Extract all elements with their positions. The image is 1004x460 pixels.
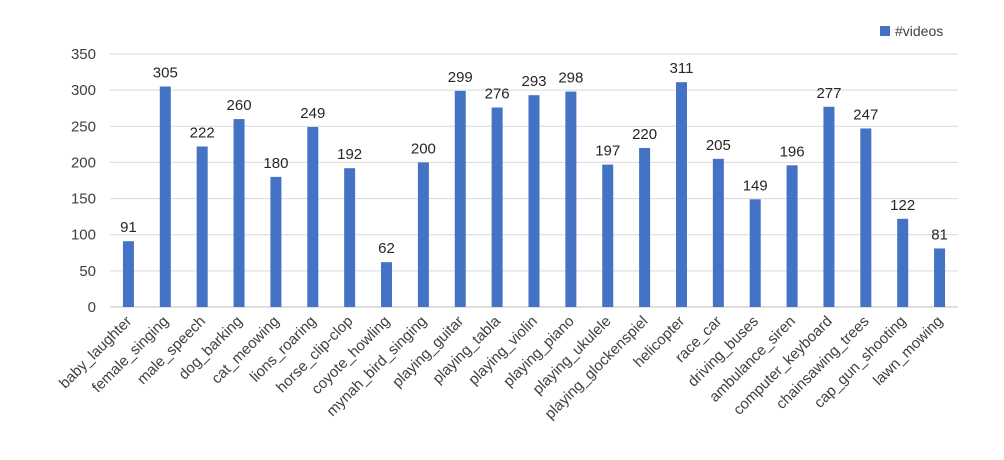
bars bbox=[122, 82, 946, 308]
data-label: 293 bbox=[521, 73, 546, 90]
data-label: 205 bbox=[706, 137, 731, 154]
bar bbox=[786, 165, 798, 307]
y-tick-label: 50 bbox=[79, 263, 96, 280]
bar bbox=[491, 107, 503, 308]
bar bbox=[417, 162, 429, 307]
legend-label: #videos bbox=[895, 23, 943, 39]
data-labels: 91 305 222 260 180 249 192 62 200 299 276 293 298 197… bbox=[120, 60, 948, 257]
data-label: 197 bbox=[595, 143, 620, 160]
bar bbox=[196, 146, 208, 307]
data-label: 149 bbox=[743, 177, 768, 194]
y-tick-label: 0 bbox=[88, 299, 96, 316]
data-label: 220 bbox=[632, 126, 657, 143]
legend-swatch bbox=[880, 26, 890, 36]
bar bbox=[122, 241, 134, 307]
data-label: 311 bbox=[670, 60, 694, 77]
bar bbox=[860, 128, 872, 307]
data-label: 277 bbox=[816, 85, 841, 102]
y-tick-label: 250 bbox=[71, 118, 96, 135]
data-label: 249 bbox=[300, 105, 325, 122]
y-tick-label: 350 bbox=[71, 46, 96, 63]
data-label: 62 bbox=[378, 240, 395, 257]
bar bbox=[159, 86, 171, 308]
data-label: 305 bbox=[153, 65, 178, 82]
y-tick-label: 100 bbox=[71, 227, 96, 244]
data-label: 299 bbox=[448, 69, 473, 86]
y-tick-label: 150 bbox=[71, 191, 96, 208]
data-label: 122 bbox=[890, 197, 915, 214]
data-label: 260 bbox=[227, 97, 252, 114]
y-tick-label: 200 bbox=[71, 154, 96, 171]
bar bbox=[897, 218, 909, 307]
bar bbox=[233, 119, 245, 307]
data-label: 196 bbox=[780, 143, 805, 160]
data-label: 222 bbox=[190, 125, 215, 142]
bar bbox=[454, 90, 466, 307]
bar bbox=[934, 248, 946, 307]
x-axis-categories: baby_laughterfemale_singingmale_speechdo… bbox=[56, 312, 946, 422]
bar bbox=[307, 127, 319, 307]
legend: #videos bbox=[880, 23, 943, 39]
data-label: 200 bbox=[411, 140, 436, 157]
y-axis-ticks: 0 50 100 150 200 250 300 350 bbox=[71, 46, 96, 316]
bar bbox=[749, 199, 761, 307]
data-label: 298 bbox=[558, 70, 583, 87]
bar bbox=[823, 106, 835, 307]
bar bbox=[712, 158, 724, 307]
data-label: 276 bbox=[485, 85, 510, 102]
bar bbox=[639, 147, 651, 307]
bar bbox=[381, 262, 393, 307]
bar bbox=[528, 95, 540, 308]
data-label: 91 bbox=[120, 219, 137, 236]
data-label: 180 bbox=[263, 155, 288, 172]
bar bbox=[565, 91, 577, 308]
bar bbox=[344, 168, 356, 307]
y-tick-label: 300 bbox=[71, 82, 96, 99]
bar bbox=[602, 164, 614, 307]
data-label: 81 bbox=[931, 226, 948, 243]
data-label: 247 bbox=[853, 106, 878, 123]
bar bbox=[270, 176, 282, 307]
bar bbox=[675, 82, 687, 307]
data-label: 192 bbox=[337, 146, 362, 163]
